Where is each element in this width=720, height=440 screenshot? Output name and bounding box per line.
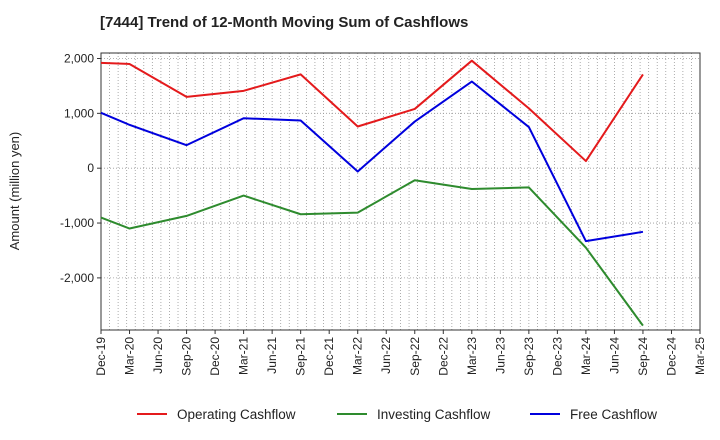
x-tick-label: Dec-19	[94, 337, 108, 376]
plot-area-frame	[100, 52, 701, 331]
y-axis-ticks: 2,000 1,000 0 -1,000 -2,000	[60, 51, 101, 285]
x-tick-label: Jun-20	[151, 337, 165, 374]
series-line	[100, 59, 644, 163]
x-tick-label: Mar-20	[123, 337, 137, 375]
x-tick-label: Dec-22	[436, 337, 450, 376]
legend-label: Operating Cashflow	[177, 407, 296, 422]
x-tick-label: Mar-21	[237, 337, 251, 375]
x-tick-label: Jun-21	[265, 337, 279, 374]
grid-layer	[101, 53, 700, 330]
x-tick-label: Sep-23	[522, 337, 536, 376]
x-tick-label: Dec-20	[208, 337, 222, 376]
x-tick-label: Mar-25	[693, 337, 707, 375]
x-tick-label: Mar-23	[465, 337, 479, 375]
y-tick-label: 1,000	[64, 106, 94, 120]
x-tick-label: Sep-24	[636, 337, 650, 376]
x-tick-label: Sep-22	[408, 337, 422, 376]
legend-label: Investing Cashflow	[377, 407, 491, 422]
y-tick-label: 2,000	[64, 51, 94, 65]
x-tick-label: Sep-21	[294, 337, 308, 376]
legend-label: Free Cashflow	[570, 407, 657, 422]
y-tick-label: -2,000	[60, 271, 94, 285]
x-tick-label: Mar-24	[579, 337, 593, 375]
x-tick-label: Jun-24	[607, 337, 621, 374]
x-tick-label: Dec-21	[322, 337, 336, 376]
series-line	[100, 80, 644, 243]
x-tick-label: Dec-23	[550, 337, 564, 376]
x-tick-label: Dec-24	[664, 337, 678, 376]
series-layer	[100, 59, 644, 327]
y-axis-label: Amount (million yen)	[7, 132, 22, 251]
legend: Operating Cashflow Investing Cashflow Free…	[137, 407, 657, 422]
y-tick-label: -1,000	[60, 216, 94, 230]
x-axis-ticks: Dec-19 Mar-20 Jun-20 Sep-20 Dec-20 Mar-21 Jun-…	[94, 330, 707, 376]
x-tick-label: Mar-22	[351, 337, 365, 375]
x-tick-label: Jun-22	[379, 337, 393, 374]
x-tick-label: Sep-20	[180, 337, 194, 376]
x-tick-label: Jun-23	[493, 337, 507, 374]
series-line	[100, 179, 644, 327]
y-tick-label: 0	[87, 161, 94, 175]
chart-title: [7444] Trend of 12-Month Moving Sum of C…	[100, 14, 469, 31]
